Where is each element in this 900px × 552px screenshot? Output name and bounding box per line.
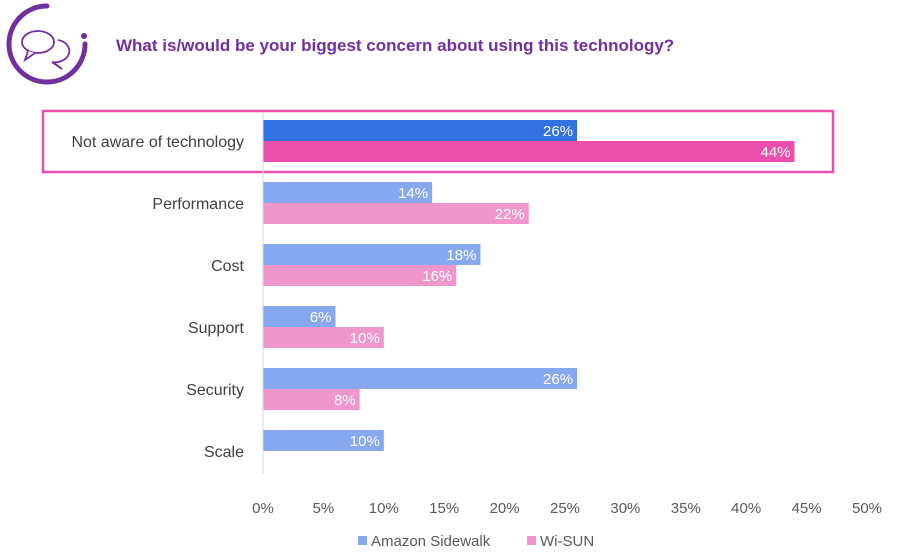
bar-amazon-sidewalk (263, 182, 433, 203)
legend-label: Wi-SUN (540, 533, 594, 550)
x-tick-label: 35% (671, 500, 701, 517)
data-label: 18% (446, 247, 476, 264)
data-label: 8% (334, 392, 356, 409)
x-tick-label: 0% (252, 500, 274, 517)
bar-wi-sun (263, 389, 360, 410)
x-tick-label: 45% (792, 500, 822, 517)
data-label: 10% (350, 433, 380, 450)
bar-amazon-sidewalk (263, 244, 481, 265)
highlight-box (41, 109, 835, 174)
category-label: Not aware of technology (71, 134, 244, 151)
legend-label: Amazon Sidewalk (371, 533, 491, 550)
bar-amazon-sidewalk (263, 120, 578, 141)
chat-bubbles-info-icon (6, 3, 88, 85)
x-tick-label: 20% (490, 500, 520, 517)
category-label: Support (188, 320, 245, 337)
x-tick-label: 10% (369, 500, 399, 517)
legend-swatch-amazon-sidewalk (358, 536, 367, 545)
data-label: 22% (495, 206, 525, 223)
data-label: 26% (543, 371, 573, 388)
bar-wi-sun (263, 327, 384, 348)
category-label: Security (186, 382, 244, 399)
bar-wi-sun (263, 265, 457, 286)
bar-amazon-sidewalk (263, 368, 578, 389)
data-label: 6% (310, 309, 332, 326)
data-label: 10% (350, 330, 380, 347)
bar-amazon-sidewalk (263, 430, 384, 451)
x-tick-label: 5% (313, 500, 335, 517)
x-tick-label: 30% (610, 500, 640, 517)
bar-wi-sun (263, 203, 529, 224)
data-label: 14% (398, 185, 428, 202)
x-tick-label: 25% (550, 500, 580, 517)
bar-amazon-sidewalk (263, 306, 336, 327)
x-tick-label: 50% (852, 500, 882, 517)
category-label: Cost (211, 258, 244, 275)
data-label: 44% (760, 144, 790, 161)
category-label: Scale (204, 444, 244, 461)
x-tick-label: 15% (429, 500, 459, 517)
x-tick-label: 40% (731, 500, 761, 517)
chart-title: What is/would be your biggest concern ab… (116, 36, 675, 55)
data-label: 26% (543, 123, 573, 140)
bar-wi-sun (263, 141, 795, 162)
data-label: 16% (422, 268, 452, 285)
legend-swatch-wi-sun (527, 536, 536, 545)
category-label: Performance (152, 196, 244, 213)
